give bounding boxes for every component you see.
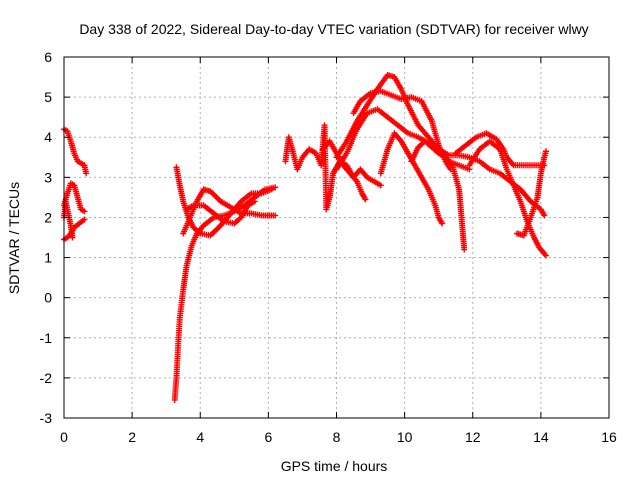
y-tick-label: -3 <box>40 410 53 426</box>
grid-lines <box>64 57 609 418</box>
y-tick-label: 2 <box>44 209 52 225</box>
x-tick-labels: 0 2 4 6 8 10 12 14 16 <box>60 429 617 445</box>
y-tick-label: 4 <box>44 129 52 145</box>
x-tick-label: 6 <box>264 429 272 445</box>
y-tick-label: -1 <box>40 330 53 346</box>
x-tick-label: 12 <box>465 429 481 445</box>
series-arc-p <box>452 130 548 169</box>
y-tick-label: 0 <box>44 290 52 306</box>
series-arc-b <box>61 180 88 215</box>
x-tick-label: 8 <box>333 429 341 445</box>
data-point <box>272 212 279 219</box>
series-arc-o <box>408 138 468 253</box>
series-arc-l <box>350 88 454 173</box>
series-arc-e <box>171 184 279 403</box>
data-point <box>251 198 258 205</box>
data-point <box>272 184 279 191</box>
data-points <box>61 72 549 403</box>
y-axis-label: SDTVAR / TECUs <box>6 182 22 294</box>
series-arc-d <box>61 198 76 241</box>
y-tick-label: -2 <box>40 370 53 386</box>
x-tick-label: 14 <box>533 429 549 445</box>
data-point <box>81 216 88 223</box>
data-point <box>81 208 88 215</box>
y-tick-label: 3 <box>44 169 52 185</box>
data-point <box>268 186 275 193</box>
data-point <box>377 182 384 189</box>
series-arc-i <box>282 122 384 213</box>
axis-ticks <box>63 56 610 419</box>
data-point <box>461 246 468 253</box>
data-point <box>362 196 369 203</box>
series-arc-a <box>61 126 90 177</box>
x-axis-label: GPS time / hours <box>281 458 388 474</box>
x-tick-label: 4 <box>196 429 204 445</box>
data-point <box>69 234 76 241</box>
x-tick-label: 0 <box>60 429 68 445</box>
series-arc-q <box>466 138 549 259</box>
y-tick-label: 6 <box>44 49 52 65</box>
data-point <box>541 212 548 219</box>
series-arc-h <box>183 198 258 227</box>
chart-title: Day 338 of 2022, Sidereal Day-to-day VTE… <box>79 21 588 37</box>
data-point <box>83 170 90 177</box>
x-tick-label: 10 <box>397 429 413 445</box>
y-tick-label: 5 <box>44 89 52 105</box>
series-arc-r <box>514 148 549 239</box>
y-tick-label: 1 <box>44 250 52 266</box>
data-point <box>542 148 549 155</box>
data-point <box>439 220 446 227</box>
series-arc-g <box>180 186 279 237</box>
x-tick-label: 2 <box>128 429 136 445</box>
y-tick-labels: -3 -2 -1 0 1 2 3 4 5 6 <box>40 49 53 426</box>
x-tick-label: 16 <box>601 429 617 445</box>
data-point <box>542 252 549 259</box>
